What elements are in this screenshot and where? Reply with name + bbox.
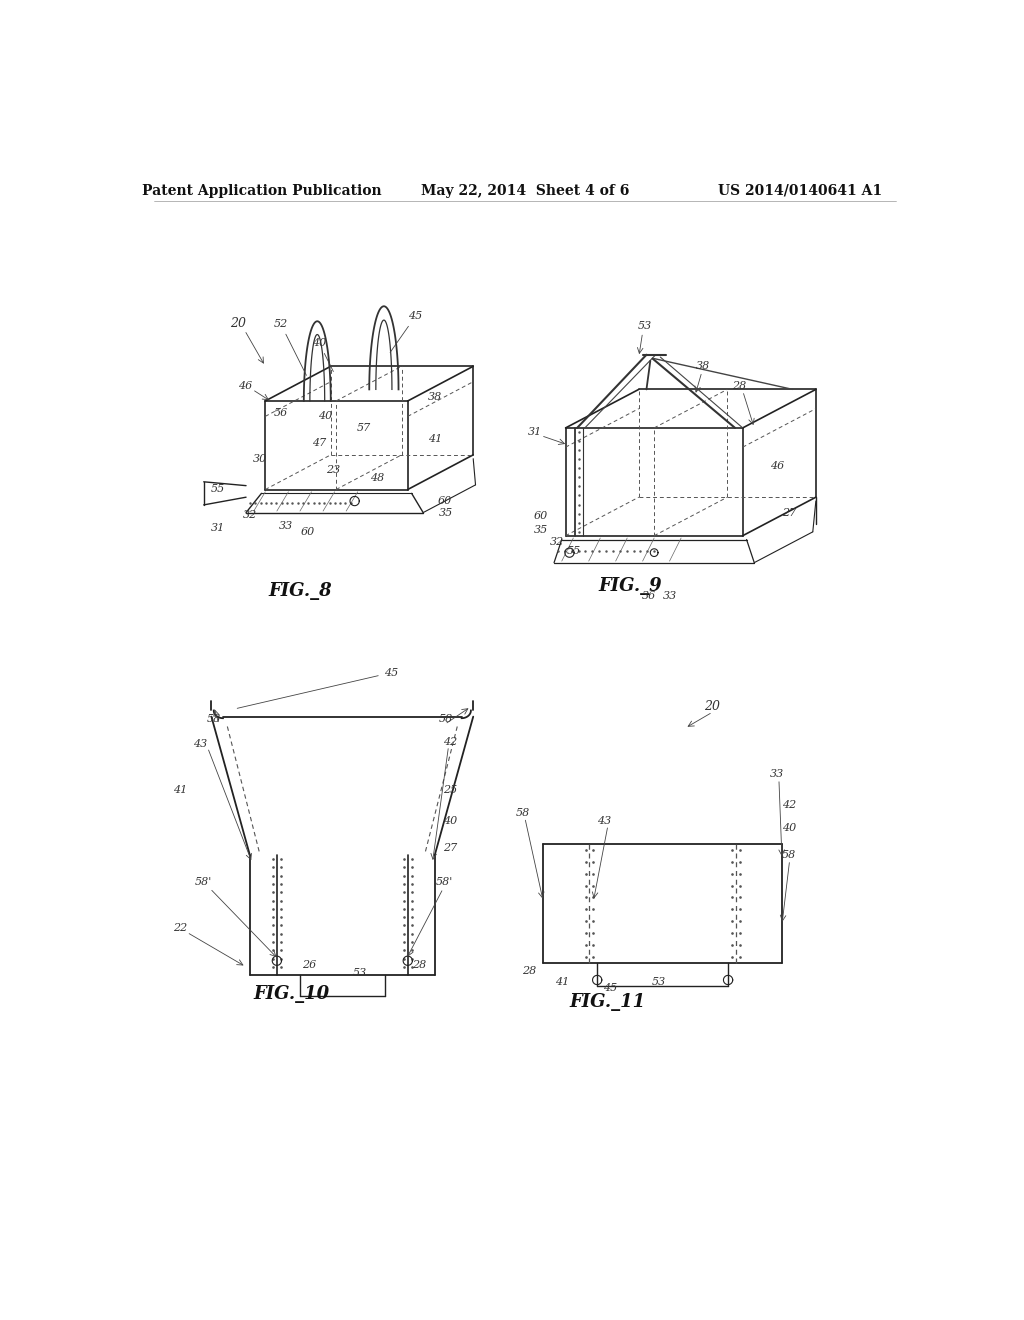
Text: 53: 53 [651, 977, 666, 987]
Text: 32: 32 [550, 537, 564, 546]
Text: 33: 33 [663, 591, 677, 601]
Text: 56: 56 [273, 408, 288, 417]
Text: 22: 22 [173, 924, 187, 933]
Text: 27: 27 [781, 508, 796, 517]
Text: 40: 40 [312, 338, 334, 371]
Text: 41: 41 [428, 434, 441, 445]
Text: 41: 41 [555, 977, 569, 987]
Text: 33: 33 [279, 520, 293, 531]
Text: 27: 27 [443, 842, 458, 853]
Text: 60: 60 [300, 527, 314, 537]
Text: 57: 57 [356, 422, 371, 433]
Text: 23: 23 [326, 465, 340, 475]
Text: 42: 42 [781, 800, 796, 810]
Text: 43: 43 [597, 816, 611, 825]
Text: 36: 36 [642, 591, 656, 601]
Text: 55: 55 [211, 484, 224, 495]
Text: 28: 28 [522, 966, 537, 975]
Text: Patent Application Publication: Patent Application Publication [141, 183, 381, 198]
Text: 20: 20 [230, 317, 247, 330]
Text: 38: 38 [695, 362, 710, 371]
Text: 58': 58' [196, 878, 212, 887]
Text: 47: 47 [312, 438, 327, 449]
Text: FIG._8: FIG._8 [268, 582, 332, 601]
Text: 35: 35 [534, 525, 548, 536]
Text: FIG._10: FIG._10 [254, 985, 330, 1003]
Text: 38: 38 [428, 392, 441, 403]
Text: 58: 58 [439, 714, 454, 723]
Text: 58: 58 [207, 714, 221, 723]
Text: 52: 52 [273, 319, 306, 375]
Text: 32: 32 [243, 510, 257, 520]
Text: FIG._11: FIG._11 [569, 993, 645, 1011]
Text: 53: 53 [638, 321, 652, 331]
Text: 45: 45 [603, 983, 617, 994]
Text: 45: 45 [390, 312, 423, 352]
Text: 42: 42 [443, 737, 458, 747]
Text: 43: 43 [193, 739, 207, 748]
Text: 58': 58' [436, 878, 454, 887]
Text: 46: 46 [239, 380, 252, 391]
Text: 60: 60 [534, 511, 548, 521]
Text: 25: 25 [443, 785, 458, 795]
Text: 30: 30 [253, 454, 267, 463]
Text: 28: 28 [732, 380, 746, 391]
Text: 41: 41 [173, 785, 187, 795]
Text: 53: 53 [353, 968, 368, 978]
Text: FIG._9: FIG._9 [599, 577, 663, 595]
Text: 31: 31 [211, 523, 224, 533]
Text: 48: 48 [370, 473, 384, 483]
Text: 33: 33 [770, 770, 784, 779]
Text: 55: 55 [567, 546, 582, 556]
Text: May 22, 2014  Sheet 4 of 6: May 22, 2014 Sheet 4 of 6 [421, 183, 629, 198]
Text: 60: 60 [437, 496, 452, 506]
Text: 40: 40 [318, 412, 333, 421]
Text: US 2014/0140641 A1: US 2014/0140641 A1 [719, 183, 883, 198]
Text: 26: 26 [302, 961, 316, 970]
Text: 58: 58 [516, 808, 530, 818]
Text: 28: 28 [413, 961, 426, 970]
Text: 58: 58 [781, 850, 796, 861]
Text: 40: 40 [443, 816, 458, 825]
Text: 40: 40 [781, 824, 796, 833]
Text: 45: 45 [238, 668, 398, 709]
Text: 35: 35 [439, 508, 454, 517]
Text: 31: 31 [527, 426, 542, 437]
Text: 46: 46 [770, 462, 784, 471]
Text: 20: 20 [703, 700, 720, 713]
